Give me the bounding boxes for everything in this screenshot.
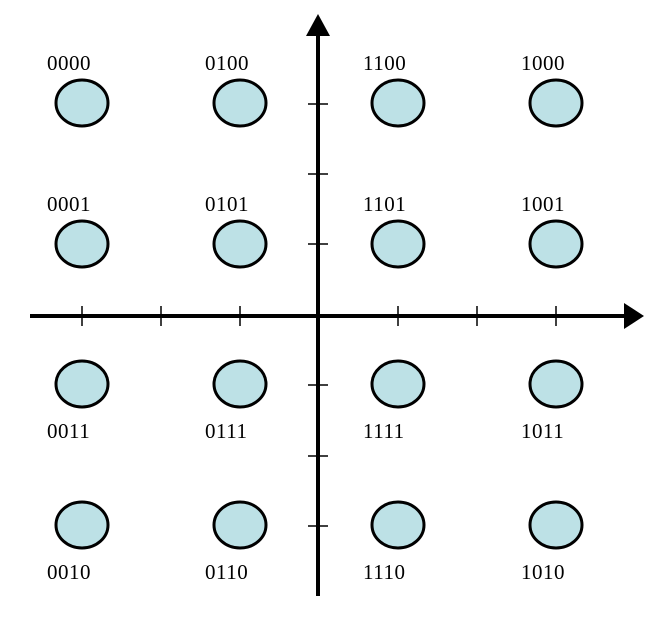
i-axis-ticks: [81, 306, 557, 326]
point-code-label: 0000: [47, 51, 91, 75]
point-code-label: 0110: [205, 560, 248, 584]
constellation-point: [370, 219, 426, 269]
q-axis-ticks: [308, 103, 328, 527]
constellation-point: [370, 359, 426, 409]
point-code-label: 1001: [521, 192, 565, 216]
point-code-label: 0100: [205, 51, 249, 75]
constellation-point: [370, 500, 426, 550]
constellation-points: 0000 0100 1100 1000 0001 0101 1101 1001 0011 0111…: [47, 51, 584, 584]
point-code-label: 1101: [363, 192, 406, 216]
constellation-point: [528, 500, 584, 550]
point-code-label: 1110: [363, 560, 405, 584]
point-code-label: 1111: [363, 419, 405, 443]
constellation-point: [528, 78, 584, 128]
constellation-point: [54, 359, 110, 409]
point-code-label: 1011: [521, 419, 564, 443]
constellation-point: [212, 500, 268, 550]
constellation-point: [212, 359, 268, 409]
point-code-label: 0001: [47, 192, 91, 216]
point-code-label: 0011: [47, 419, 90, 443]
constellation-point: [212, 219, 268, 269]
constellation-point: [54, 78, 110, 128]
constellation-point: [528, 359, 584, 409]
constellation-point: [370, 78, 426, 128]
point-code-label: 1100: [363, 51, 406, 75]
constellation-point: [54, 500, 110, 550]
i-axis-arrowhead: [624, 303, 644, 329]
point-code-label: 1000: [521, 51, 565, 75]
constellation-point: [212, 78, 268, 128]
constellation-point: [54, 219, 110, 269]
q-axis-arrowhead: [306, 14, 330, 36]
point-code-label: 1010: [521, 560, 565, 584]
point-code-label: 0101: [205, 192, 249, 216]
constellation-point: [528, 219, 584, 269]
point-code-label: 0111: [205, 419, 247, 443]
point-code-label: 0010: [47, 560, 91, 584]
